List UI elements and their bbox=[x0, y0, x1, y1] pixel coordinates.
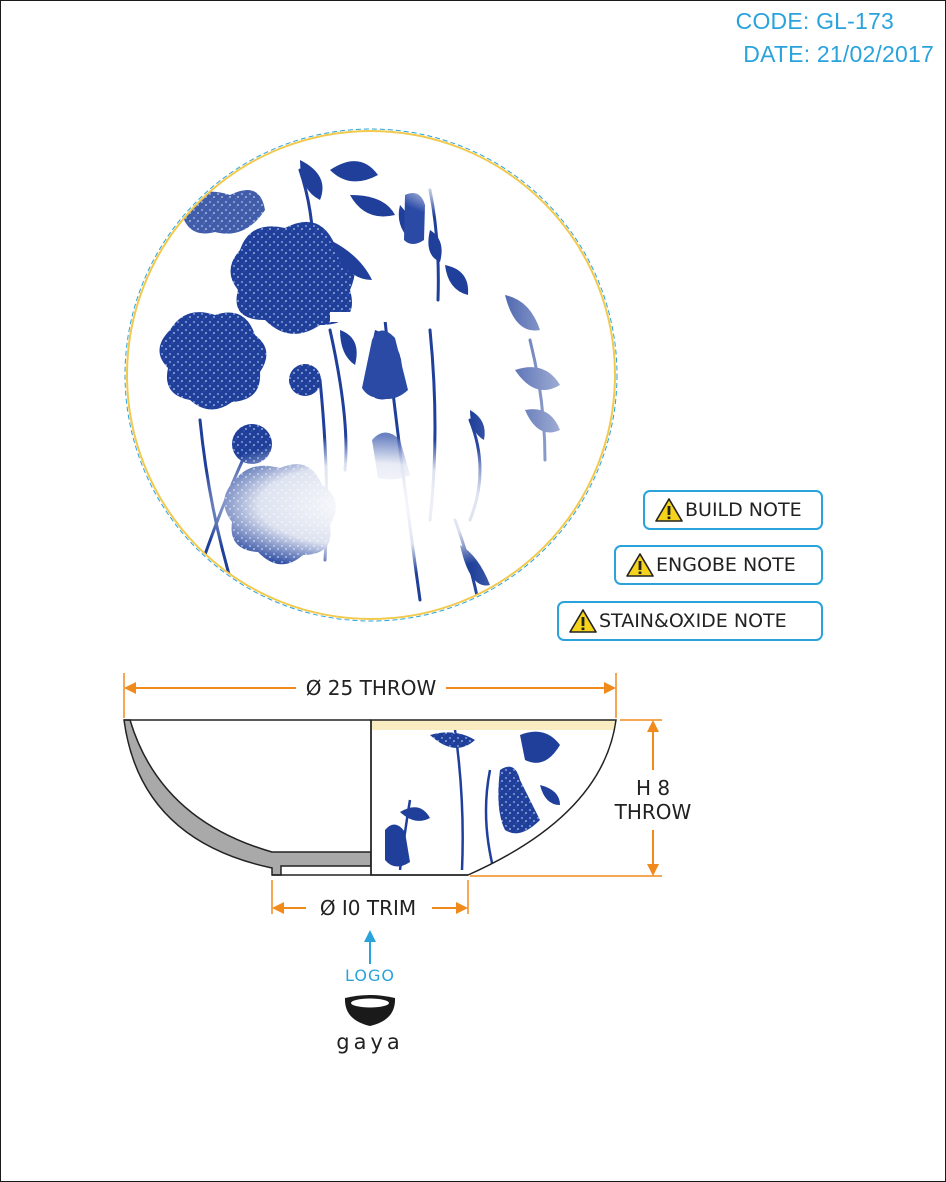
engobe-note-label: ENGOBE NOTE bbox=[656, 554, 796, 576]
wall-section bbox=[123, 719, 372, 876]
logo-label: LOGO bbox=[345, 966, 395, 985]
floral-decoration-side bbox=[371, 720, 616, 875]
product-code: CODE: GL-173 bbox=[735, 8, 894, 34]
height-label-line2: THROW bbox=[614, 800, 692, 824]
up-arrow-icon bbox=[364, 930, 376, 964]
engobe-note-button[interactable]: ENGOBE NOTE bbox=[614, 545, 823, 585]
dimension-diameter bbox=[123, 673, 617, 718]
brand-name: gaya bbox=[336, 1030, 404, 1054]
height-label-line1: H 8 bbox=[636, 776, 670, 800]
diameter-label: Ø 25 THROW bbox=[306, 676, 437, 700]
warning-icon bbox=[655, 498, 683, 522]
build-note-button[interactable]: BUILD NOTE bbox=[643, 490, 823, 530]
warning-icon bbox=[626, 553, 654, 577]
drawing-date: DATE: 21/02/2017 bbox=[743, 41, 934, 67]
foot-label: Ø I0 TRIM bbox=[320, 896, 416, 920]
stain-oxide-note-button[interactable]: STAIN&OXIDE NOTE bbox=[557, 601, 823, 641]
gaya-bowl-logo bbox=[330, 990, 410, 1060]
build-note-label: BUILD NOTE bbox=[685, 499, 802, 521]
dimension-foot bbox=[271, 880, 469, 914]
side-view bbox=[123, 719, 617, 876]
floral-decoration-top bbox=[127, 131, 615, 619]
dimension-height bbox=[470, 719, 662, 877]
stain-oxide-note-label: STAIN&OXIDE NOTE bbox=[599, 610, 787, 632]
top-view bbox=[124, 128, 618, 622]
warning-icon bbox=[569, 609, 597, 633]
